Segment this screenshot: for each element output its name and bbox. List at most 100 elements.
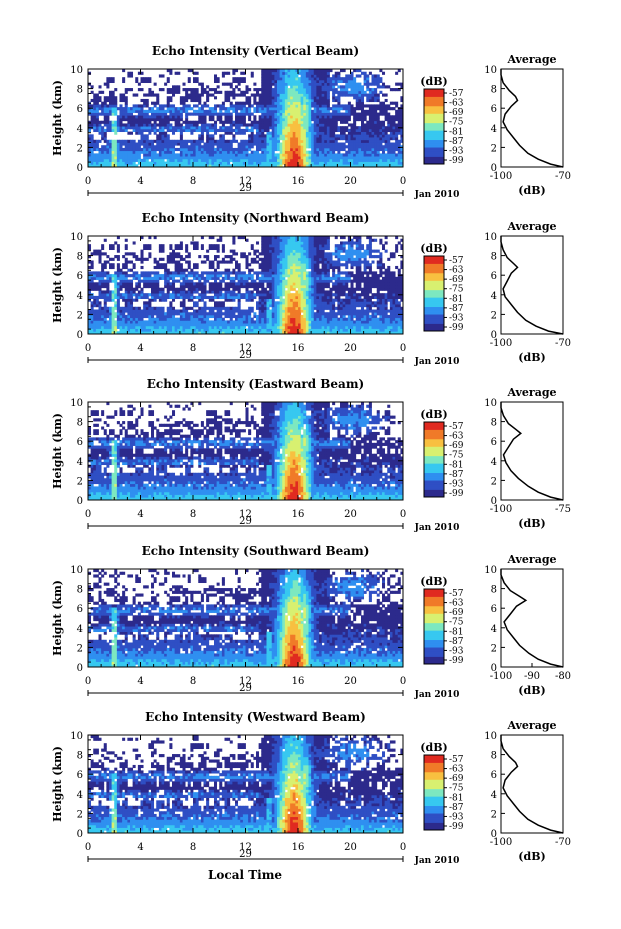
heatmap-cell bbox=[130, 295, 134, 300]
heatmap-cell bbox=[132, 126, 136, 130]
heatmap-cell bbox=[119, 293, 123, 297]
heatmap-cell bbox=[313, 71, 317, 75]
heatmap-cell bbox=[182, 257, 186, 261]
heatmap-cell bbox=[221, 71, 225, 75]
heatmap-cell bbox=[242, 109, 246, 113]
heatmap-cell bbox=[371, 118, 375, 122]
heatmap-cell bbox=[111, 323, 115, 327]
heatmap-cell bbox=[245, 314, 249, 319]
heatmap-cell bbox=[392, 153, 396, 157]
heatmap-cell bbox=[363, 142, 367, 146]
heatmap-cell bbox=[127, 142, 131, 146]
heatmap-cell bbox=[219, 274, 223, 278]
heatmap-cell bbox=[319, 77, 323, 81]
heatmap-cell bbox=[361, 104, 365, 108]
heatmap-cell bbox=[193, 312, 197, 316]
heatmap-cell bbox=[235, 293, 239, 297]
heatmap-cell bbox=[287, 112, 291, 116]
heatmap-cell bbox=[321, 158, 325, 162]
heatmap-cell bbox=[135, 293, 139, 297]
heatmap-cell bbox=[179, 241, 183, 245]
heatmap-cell bbox=[219, 282, 223, 286]
heatmap-cell bbox=[321, 96, 325, 100]
heatmap-cell bbox=[253, 331, 257, 335]
heatmap-cell bbox=[261, 293, 265, 297]
heatmap-cell bbox=[353, 137, 357, 141]
heatmap-cell bbox=[140, 126, 144, 130]
heatmap-cell bbox=[109, 120, 113, 124]
heatmap-cell bbox=[198, 331, 202, 335]
heatmap-cell bbox=[119, 107, 123, 111]
heatmap-cell bbox=[124, 118, 128, 122]
heatmap-cell bbox=[179, 156, 183, 160]
heatmap-cell bbox=[195, 304, 199, 308]
heatmap-cell bbox=[311, 71, 315, 75]
heatmap-cell bbox=[382, 123, 386, 127]
heatmap-cell bbox=[319, 101, 323, 105]
heatmap-cell bbox=[195, 96, 199, 100]
heatmap-cell bbox=[187, 260, 191, 264]
heatmap-cell bbox=[379, 69, 383, 73]
heatmap-cell bbox=[151, 153, 155, 157]
heatmap-cell bbox=[340, 131, 344, 135]
heatmap-cell bbox=[316, 107, 320, 111]
heatmap-cell bbox=[114, 276, 118, 280]
heatmap-cell bbox=[124, 96, 128, 100]
heatmap-cell bbox=[200, 287, 204, 291]
heatmap-cell bbox=[387, 150, 391, 154]
heatmap-cell bbox=[263, 287, 267, 291]
heatmap-cell bbox=[156, 293, 160, 297]
heatmap-cell bbox=[214, 274, 218, 278]
heatmap-cell bbox=[140, 249, 144, 253]
heatmap-cell bbox=[324, 85, 328, 89]
heatmap-cell bbox=[224, 153, 228, 157]
heatmap-cell bbox=[332, 109, 336, 113]
heatmap-cell bbox=[258, 93, 262, 97]
heatmap-cell bbox=[114, 101, 118, 105]
heatmap-cell bbox=[382, 164, 386, 168]
heatmap-cell bbox=[195, 156, 199, 160]
heatmap-cell bbox=[200, 276, 204, 280]
heatmap-cell bbox=[140, 260, 144, 264]
heatmap-cell bbox=[248, 96, 252, 100]
heatmap-cell bbox=[261, 331, 265, 335]
heatmap-cell bbox=[161, 123, 165, 127]
heatmap-cell bbox=[227, 282, 231, 286]
heatmap-cell bbox=[235, 69, 239, 73]
heatmap-cell bbox=[240, 104, 244, 108]
heatmap-cell bbox=[248, 298, 252, 302]
heatmap-cell bbox=[334, 82, 338, 86]
heatmap-cell bbox=[366, 156, 370, 160]
heatmap-cell bbox=[182, 126, 186, 130]
heatmap-cell bbox=[319, 85, 323, 89]
heatmap-cell bbox=[158, 287, 162, 291]
heatmap-cell bbox=[190, 153, 194, 157]
heatmap-cell bbox=[303, 74, 307, 78]
heatmap-cell bbox=[95, 323, 99, 327]
heatmap-cell bbox=[221, 257, 225, 261]
heatmap-cell bbox=[190, 312, 194, 316]
heatmap-cell bbox=[263, 90, 267, 94]
heatmap-cell bbox=[374, 115, 378, 119]
heatmap-cell bbox=[248, 263, 252, 267]
heatmap-cell bbox=[174, 317, 178, 321]
heatmap-cell bbox=[179, 304, 183, 308]
heatmap-cell bbox=[250, 142, 254, 146]
heatmap-cell bbox=[240, 128, 244, 133]
heatmap-cell bbox=[347, 131, 351, 135]
heatmap-cell bbox=[382, 147, 386, 152]
heatmap-cell bbox=[140, 164, 144, 168]
heatmap-cell bbox=[122, 328, 126, 332]
heatmap-cell bbox=[363, 158, 367, 162]
heatmap-cell bbox=[248, 323, 252, 327]
heatmap-cell bbox=[242, 156, 246, 160]
heatmap-cell bbox=[350, 156, 354, 160]
heatmap-cell bbox=[153, 295, 157, 300]
heatmap-cell bbox=[266, 112, 270, 116]
heatmap-cell bbox=[279, 150, 283, 154]
heatmap-cell bbox=[263, 271, 267, 275]
heatmap-cell bbox=[400, 128, 404, 133]
heatmap-cell bbox=[182, 306, 186, 310]
heatmap-cell bbox=[350, 126, 354, 130]
heatmap-cell bbox=[319, 126, 323, 130]
